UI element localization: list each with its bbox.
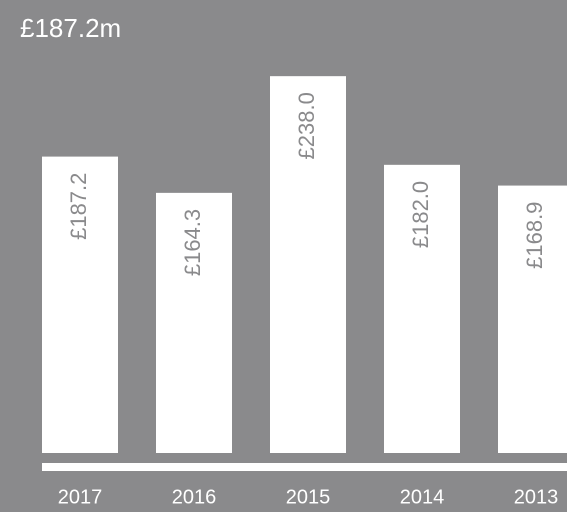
- bar: [498, 185, 567, 453]
- chart-title: £187.2m: [20, 13, 121, 43]
- value-label: £168.9: [522, 202, 547, 269]
- x-tick-label: 2015: [286, 486, 331, 508]
- x-tick-label: 2017: [58, 486, 103, 508]
- bar: [384, 164, 460, 454]
- value-label: £164.3: [180, 209, 205, 276]
- baseline: [42, 463, 567, 471]
- value-label: £187.2: [66, 173, 91, 240]
- x-tick-label: 2016: [172, 486, 217, 508]
- x-tick-label: 2014: [400, 486, 445, 508]
- bar: [270, 76, 346, 454]
- bar: [42, 156, 118, 453]
- value-label: £238.0: [294, 92, 319, 159]
- x-tick-label: 2013: [514, 486, 559, 508]
- bar: [156, 192, 232, 453]
- value-label: £182.0: [408, 181, 433, 248]
